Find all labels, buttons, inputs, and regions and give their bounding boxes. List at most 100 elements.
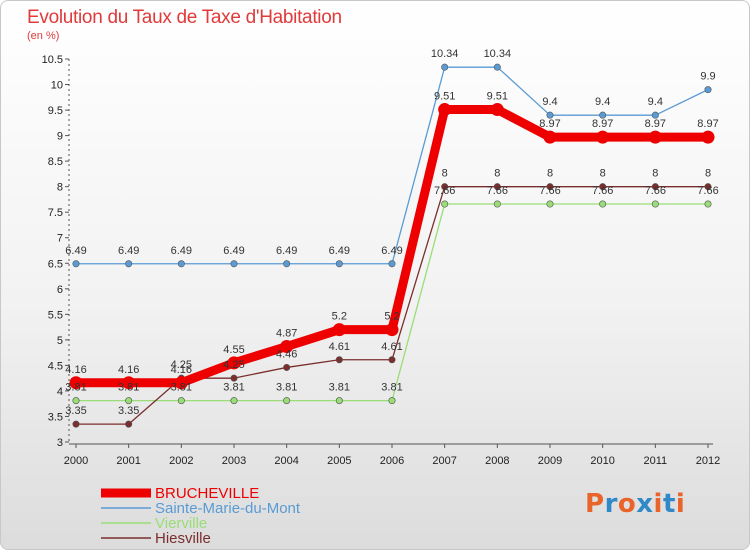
data-label: 4.16 [118,364,139,376]
x-tick-label: 2005 [327,455,351,467]
y-tick-label: 4.5 [48,360,63,372]
logo-letter: r [604,489,618,519]
data-label: 3.81 [118,382,139,394]
data-label: 6.49 [118,245,139,257]
data-label: 8.97 [645,118,666,130]
series-vierville [72,200,712,405]
data-point [599,111,607,119]
data-point [69,376,83,390]
data-label: 8 [705,168,711,180]
x-tick-label: 2007 [432,455,456,467]
logo-letter: x [636,489,654,519]
y-tick-label: 3 [57,437,63,449]
data-label: 3.81 [329,382,350,394]
y-tick-label: 10.5 [42,54,63,66]
data-label: 7.66 [487,185,508,197]
data-label: 4.46 [276,348,297,360]
data-point [230,374,238,382]
data-label: 9.9 [700,71,715,83]
data-point [72,420,80,428]
data-label: 7.66 [539,185,560,197]
y-tick-label: 8.5 [48,156,63,168]
chart-subtitle: (en %) [27,30,60,42]
data-label: 6.49 [171,245,192,257]
data-point [546,111,554,119]
data-label: 4.87 [276,328,297,340]
data-label: 9.4 [648,96,663,108]
data-label: 3.81 [276,382,297,394]
data-point [385,323,399,337]
y-tick-label: 9.5 [48,105,63,117]
x-tick-label: 2000 [64,455,88,467]
data-label: 8.97 [539,118,560,130]
series-line [75,66,709,265]
data-point [283,363,291,371]
chart-title: Evolution du Taux de Taxe d'Habitation [27,7,342,28]
x-tick-label: 2002 [169,455,193,467]
data-point [388,260,396,268]
data-label: 5.2 [384,311,399,323]
logo-letter: i [675,489,686,519]
y-tick-label: 3.5 [48,411,63,423]
data-label: 9.51 [434,91,455,103]
data-point [490,103,504,117]
data-point [125,397,133,405]
data-point [441,183,449,191]
series-brucheville [69,103,715,390]
logo-letter: P [585,489,605,519]
x-tick-label: 2009 [538,455,562,467]
data-label: 3.81 [65,382,86,394]
x-tick-label: 2006 [380,455,404,467]
y-tick-label: 4 [57,386,63,398]
data-label: 4.61 [329,341,350,353]
data-label: 3.81 [223,382,244,394]
data-point [651,183,659,191]
series-sainte-marie-du-mont [72,63,712,268]
data-label: 6.49 [223,245,244,257]
data-label: 8 [494,168,500,180]
data-point [546,183,554,191]
data-label: 3.35 [118,405,139,417]
data-point [704,183,712,191]
data-label: 8.97 [697,118,718,130]
data-point [227,356,241,370]
data-point [651,200,659,208]
data-label: 7.66 [645,185,666,197]
y-tick-label: 5 [57,335,63,347]
data-point [651,111,659,119]
data-point [493,63,501,71]
legend-label: Hiesville [155,530,211,547]
data-label: 4.61 [381,341,402,353]
data-point [388,356,396,364]
data-label: 3.81 [381,382,402,394]
data-point [230,397,238,405]
data-label: 7.66 [592,185,613,197]
data-point [704,86,712,94]
data-point [335,260,343,268]
data-point [648,130,662,144]
data-point [174,376,188,390]
data-point [701,130,715,144]
logo-letter: i [653,489,663,519]
x-tick-label: 2011 [644,455,668,467]
data-label: 4.25 [223,359,244,371]
data-label: 6.49 [65,245,86,257]
data-label: 3.81 [171,382,192,394]
data-labels-layer: 4.16 4.16 4.16 4.55 4.87 5.2 5.2 9.51 9.51 8.97 8.… [65,48,718,417]
data-label: 4.16 [171,364,192,376]
data-label: 7.66 [697,185,718,197]
data-label: 4.25 [171,359,192,371]
data-label: 9.4 [542,96,557,108]
data-point [493,183,501,191]
logo-letter: o [617,489,637,519]
data-point [283,397,291,405]
legend-label: BRUCHEVILLE [155,485,259,502]
data-label: 8 [547,168,553,180]
logo-letter: t [662,489,676,519]
data-point [72,397,80,405]
data-point [125,260,133,268]
legend: BRUCHEVILLESainte-Marie-du-MontVierville… [101,485,301,547]
y-tick-label: 5.5 [48,309,63,321]
data-label: 8 [652,168,658,180]
